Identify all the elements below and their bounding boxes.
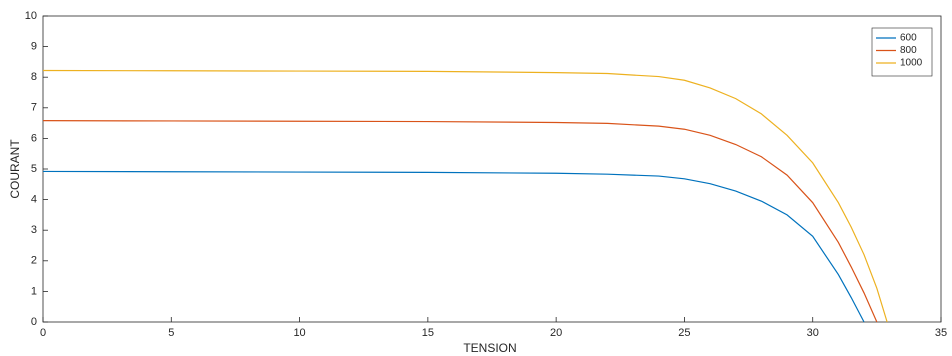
y-tick-label: 6 <box>31 132 37 144</box>
series-line <box>42 170 865 323</box>
legend-label: 1000 <box>900 58 923 69</box>
y-tick-label: 3 <box>31 224 37 236</box>
x-axis-label: TENSION <box>463 341 516 355</box>
y-tick-label: 9 <box>31 41 37 53</box>
y-tick-label: 4 <box>31 194 37 206</box>
x-tick-label: 35 <box>935 327 947 339</box>
y-tick-label: 10 <box>25 10 37 22</box>
x-tick-label: 20 <box>550 327 562 339</box>
y-tick-label: 0 <box>31 316 37 328</box>
y-tick-label: 8 <box>31 71 37 83</box>
x-tick-label: 5 <box>168 327 174 339</box>
series-line <box>42 69 888 323</box>
y-tick-label: 5 <box>31 163 37 175</box>
legend-box <box>871 27 933 77</box>
x-tick-label: 15 <box>422 327 434 339</box>
y-axis-label: COURANT <box>8 139 22 199</box>
legend-label: 600 <box>900 33 917 44</box>
legend-label: 800 <box>900 45 917 56</box>
series-line <box>42 120 878 323</box>
y-tick-label: 2 <box>31 255 37 267</box>
x-tick-label: 30 <box>807 327 819 339</box>
x-tick-label: 25 <box>678 327 690 339</box>
x-tick-label: 10 <box>293 327 305 339</box>
plot-area <box>42 15 942 323</box>
x-tick-label: 0 <box>40 327 46 339</box>
y-tick-label: 7 <box>31 102 37 114</box>
y-tick-label: 1 <box>31 285 37 297</box>
